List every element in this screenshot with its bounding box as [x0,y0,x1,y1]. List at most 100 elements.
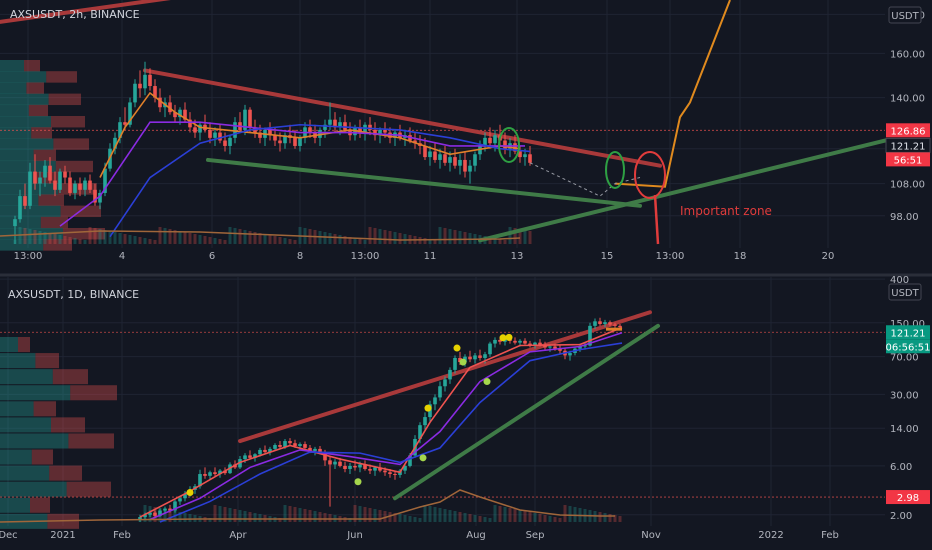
volume-bar [223,507,227,522]
candle-body [203,474,207,476]
volume-bar [473,515,477,522]
volume-bar [528,512,532,522]
volume-profile-bar [0,127,32,139]
volume-bar [373,228,377,244]
volume-ma-line [0,230,521,241]
y-axis-2h[interactable]: 180.00160.00140.00120.00108.0098.00USDT1… [885,6,931,223]
x-tick-label: Apr [229,530,247,541]
candle-body [338,122,342,128]
x-tick-label: 6 [209,251,215,262]
candle-body [308,447,312,451]
y-tick-label: 108.00 [890,180,925,191]
candle-body [288,441,292,444]
volume-bar [243,511,247,522]
chart-pane-1d[interactable]: AXSUSDT, 1D, BINANCE 400 150.00 70.00 30.00… [0,275,930,541]
volume-bar [373,509,377,522]
volume-bar [388,231,392,244]
candle-body [518,151,522,158]
price-tag-bg [886,490,930,505]
volume-bar [208,237,212,244]
volume-profile-bar [0,337,18,353]
candle-body [353,465,357,468]
volume-profile-bar [0,449,32,465]
volume-bar [28,229,32,244]
y-tick-label: 30.00 [890,390,919,401]
candle-body [328,460,332,465]
support-trendline [206,157,642,208]
volume-bar [33,230,37,244]
volume-bar [543,515,547,522]
candle-body [103,168,107,193]
y-tick-label: 2.00 [890,511,912,522]
candle-body [493,135,497,144]
candle-body [138,83,142,89]
volume-bar [418,518,422,522]
highlight-circle-3 [634,151,666,199]
signal-marker [459,358,467,366]
volume-bar [293,507,297,522]
candle-body [438,386,442,398]
candle-body [533,342,537,346]
volume-bar [363,240,367,244]
volume-bar [463,513,467,522]
volume-bar [458,512,462,522]
volume-bar [233,228,237,244]
chart-pane-2h[interactable]: Important zone AXSUSDT, 2h, BINANCE 180.… [0,0,931,262]
candle-body [268,129,272,136]
candle-body [528,343,532,346]
y-tick-label: 140.00 [890,94,925,105]
candle-body [448,157,452,163]
volume-bar [438,227,442,244]
volume-bar [338,235,342,244]
volume-bar [153,240,157,244]
volume-bar [163,509,167,522]
y-axis-1d[interactable]: 400 150.00 70.00 30.00 14.00 6.00 2.00 USDT 121.… [886,275,931,522]
volume-bar [463,232,467,244]
candle-body [243,455,247,460]
volume-bar [213,505,217,522]
candle-body [178,109,182,118]
candle-body [228,137,232,146]
volume-bar [393,232,397,244]
volume-bar [318,512,322,522]
volume-bar [403,515,407,522]
volume-profile-bar [36,172,60,184]
resistance-trendline [143,68,662,168]
candle-body [148,74,152,87]
candle-body [138,517,142,520]
volume-bar [68,237,72,244]
volume-profile-bar [0,93,49,106]
volume-bar [453,230,457,244]
volume-bar [243,230,247,244]
volume-profile-bar [0,481,67,497]
volume-bar [273,236,277,244]
volume-bar [173,230,177,244]
volume-bar [453,511,457,522]
volume-bar [503,240,507,244]
volume-bar [398,514,402,522]
projection-path [614,0,731,188]
candle-body [173,501,177,511]
candle-body [318,448,322,454]
volume-bar [408,516,412,522]
volume-bar [523,511,527,522]
volume-profile-bar [51,417,85,433]
volume-bar [403,234,407,244]
signal-marker [354,478,362,486]
price-tag-bg [886,123,930,138]
volume-profile-bar [0,385,71,401]
volume-profile-bar [49,465,82,481]
candle-body [68,177,72,193]
trendlines-2h[interactable] [0,0,887,243]
candle-body [413,140,417,144]
volume-bar [253,513,257,522]
candle-body [368,468,372,471]
x-axis-1d[interactable]: Dec 2021 Feb Apr Jun Aug Sep Nov 2022 Feb [0,530,839,541]
volume-bar [438,508,442,522]
x-axis-2h[interactable]: 13:00 4 6 8 13:00 11 13 15 13:00 18 20 [14,251,835,262]
candle-body [613,324,617,326]
moving-averages-2h [0,91,531,241]
volume-bar [603,513,607,522]
resistance-trendline [0,0,171,24]
candle-body [423,145,427,158]
